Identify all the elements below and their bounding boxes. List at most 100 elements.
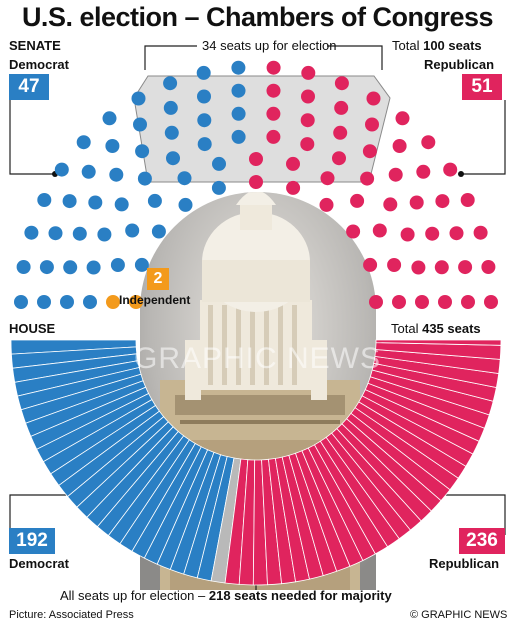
senate-seat-democrat: [137, 171, 152, 186]
senate-seat-republican: [334, 100, 349, 115]
house-republican-label: Republican: [429, 556, 500, 571]
senate-seat-democrat: [164, 125, 179, 140]
senate-seat-republican: [301, 89, 315, 104]
senate-seat-republican: [286, 156, 300, 171]
senate-seat-republican: [421, 135, 436, 150]
senate-seat-republican: [434, 260, 449, 275]
senate-total-value: 100 seats: [423, 38, 482, 53]
senate-seat-republican: [473, 225, 488, 240]
senate-seat-democrat: [212, 156, 226, 171]
senate-seat-republican: [363, 257, 378, 272]
senate-seat-republican: [301, 65, 316, 80]
house-seat-block-republican: [375, 339, 502, 346]
photo-credit: Picture: Associated Press: [9, 609, 134, 621]
house-republican-count: 236: [459, 528, 505, 554]
senate-seat-democrat: [14, 295, 28, 309]
senate-seat-republican: [266, 60, 281, 75]
senate-seat-democrat: [86, 260, 101, 275]
senate-label: SENATE: [9, 38, 61, 53]
senate-seat-republican: [383, 197, 398, 212]
senate-seat-republican: [332, 151, 346, 166]
senate-seat-democrat: [147, 193, 162, 208]
senate-seat-democrat: [37, 193, 52, 207]
senate-seat-democrat: [24, 225, 39, 240]
senate-seat-republican: [360, 171, 375, 186]
senate-seat-democrat: [81, 164, 96, 179]
senate-seat-republican: [392, 139, 407, 153]
senate-seat-republican: [319, 197, 334, 212]
senate-seat-republican: [366, 91, 381, 106]
senate-seat-democrat: [134, 257, 149, 272]
senate-seat-republican: [392, 295, 406, 309]
senate-seat-republican: [435, 194, 450, 209]
house-total: Total 435 seats: [391, 321, 481, 336]
senate-seat-democrat: [163, 100, 178, 115]
house-total-prefix: Total: [391, 321, 419, 336]
senate-seat-democrat: [102, 111, 117, 126]
senate-seat-independent: [106, 295, 120, 309]
senate-seat-republican: [286, 180, 301, 195]
senate-republican-count: 51: [462, 74, 502, 100]
senate-seat-democrat: [166, 151, 180, 166]
senate-seat-republican: [481, 260, 496, 274]
senate-seat-republican: [266, 83, 281, 98]
senate-seat-republican: [266, 106, 281, 121]
majority-note-prefix: All seats up for election –: [60, 588, 206, 603]
page-title: U.S. election – Chambers of Congress: [21, 2, 494, 32]
senate-seat-republican: [266, 129, 281, 144]
senate-seat-democrat: [72, 226, 87, 241]
senate-seat-democrat: [109, 167, 124, 182]
senate-seat-republican: [249, 175, 263, 189]
senate-seat-democrat: [110, 258, 125, 272]
senate-seat-democrat: [197, 137, 212, 152]
senate-seat-democrat: [105, 139, 120, 153]
senate-seat-republican: [333, 125, 348, 140]
senate-independent-count: 2: [147, 268, 169, 290]
senate-seat-republican: [362, 144, 377, 159]
senate-seat-republican: [346, 224, 361, 239]
senate-seat-democrat: [63, 260, 78, 275]
senate-seat-democrat: [114, 197, 129, 212]
senate-seat-democrat: [133, 117, 147, 132]
senate-seat-republican: [409, 195, 424, 210]
senate-seat-democrat: [125, 223, 140, 238]
senate-seat-democrat: [37, 295, 51, 309]
senate-seat-democrat: [197, 89, 211, 104]
house-seats: [10, 339, 502, 586]
senate-seat-republican: [438, 295, 452, 309]
senate-seat-republican: [350, 193, 365, 208]
house-total-value: 435 seats: [422, 321, 481, 336]
senate-seat-republican: [388, 167, 403, 182]
house-democrat-label: Democrat: [9, 556, 69, 571]
senate-seat-democrat: [88, 195, 103, 210]
house-democrat-count: 192: [9, 528, 55, 554]
senate-seat-democrat: [231, 129, 246, 144]
senate-seat-republican: [320, 171, 335, 186]
senate-seat-democrat: [60, 295, 74, 309]
senate-independent-label: Independent: [119, 293, 191, 307]
copyright: © GRAPHIC NEWS: [410, 609, 508, 621]
senate-seat-republican: [484, 295, 498, 309]
senate-seat-republican: [425, 226, 440, 241]
majority-note-value: 218 seats needed for majority: [208, 588, 392, 603]
senate-seat-republican: [395, 111, 410, 126]
senate-seat-republican: [449, 226, 464, 241]
senate-total: Total 100 seats: [392, 38, 482, 53]
senate-seat-democrat: [196, 65, 211, 80]
senate-seat-democrat: [54, 162, 69, 177]
senate-seat-democrat: [83, 295, 97, 309]
senate-seat-republican: [300, 113, 315, 128]
senate-seat-democrat: [211, 180, 226, 195]
senate-seat-democrat: [48, 226, 63, 241]
senate-seat-republican: [411, 260, 426, 275]
senate-seat-republican: [365, 117, 379, 132]
senate-seat-republican: [387, 258, 402, 272]
senate-seat-republican: [300, 137, 315, 152]
senate-seat-republican: [415, 295, 429, 309]
senate-seat-democrat: [177, 171, 192, 186]
senate-seat-republican: [416, 164, 431, 179]
senate-seat-democrat: [231, 60, 246, 75]
senate-seat-democrat: [97, 227, 112, 242]
senate-seat-republican: [400, 227, 415, 242]
